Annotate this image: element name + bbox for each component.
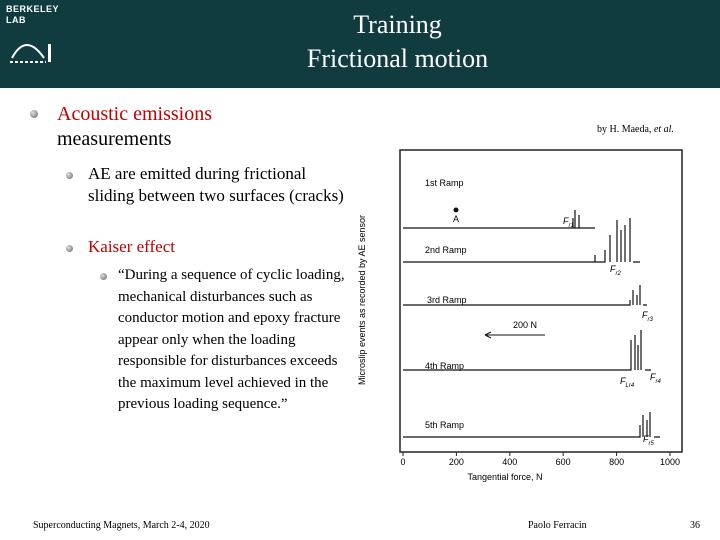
bullet-icon <box>100 273 107 280</box>
page-number: 36 <box>690 520 700 531</box>
header-band <box>0 0 720 88</box>
trace <box>403 218 640 263</box>
scale-arrow <box>484 331 545 339</box>
x-tick-label: 800 <box>609 457 624 467</box>
force-symbol: F <box>610 264 616 274</box>
force-label: Fr1 <box>563 216 574 229</box>
logo-line: BERKELEY <box>6 4 60 14</box>
x-axis-label: Tangential force, N <box>467 472 542 482</box>
logo: BERKELEY LAB <box>6 4 59 69</box>
force-label: Fr4 <box>650 372 661 385</box>
force-subscript: r3 <box>648 317 654 323</box>
force-label: Fr3 <box>642 310 653 323</box>
bullet-icon <box>30 110 38 118</box>
bullet-icon <box>66 172 73 179</box>
bullet-3: “During a sequence of cyclic loading, me… <box>118 267 345 412</box>
trace <box>403 285 647 306</box>
title: Training Frictional motion <box>250 8 545 76</box>
point-marker <box>453 207 459 213</box>
credit: by H. Maeda, et al. <box>597 124 674 135</box>
ramp-label: 4th Ramp <box>425 361 464 371</box>
force-subscript: r1 <box>569 223 574 229</box>
x-tick-label: 1000 <box>660 457 680 467</box>
title-line: Frictional motion <box>306 44 489 73</box>
scale-label: 200 N <box>513 320 537 330</box>
force-symbol: F <box>650 372 656 382</box>
bullet-2: Kaiser effect <box>88 237 175 256</box>
x-tick-label: 200 <box>449 457 464 467</box>
ramp-label: 5th Ramp <box>425 420 464 430</box>
x-tick-label: 0 <box>400 457 405 467</box>
bullet-1: Acoustic emissions measurements <box>57 102 277 152</box>
ramp-label: 2nd Ramp <box>425 245 467 255</box>
bullet-text: Acoustic emissions <box>57 103 212 125</box>
force-label: FLr4 <box>620 376 635 389</box>
force-subscript: r2 <box>616 271 622 277</box>
force-subscript: r4 <box>656 379 662 385</box>
figure-frame <box>399 149 683 453</box>
trace <box>403 330 651 371</box>
logo-line: LAB <box>6 15 26 25</box>
force-subscript: Lr4 <box>626 383 635 389</box>
force-symbol: F <box>563 216 569 226</box>
force-symbol: F <box>643 434 649 444</box>
force-label: Fr2 <box>610 264 621 277</box>
title-line: Training <box>353 10 442 39</box>
figure: Microslip events as recorded by AE senso… <box>357 149 683 482</box>
credit-italic: et al. <box>653 124 674 135</box>
ramp-label: 1st Ramp <box>425 178 464 188</box>
logo-icon <box>10 44 51 63</box>
trace <box>403 210 595 229</box>
force-subscript: r5 <box>649 441 655 447</box>
point-label: A <box>453 214 459 224</box>
trace <box>403 412 660 438</box>
bullet-2: AE are emitted during frictional sliding… <box>88 164 344 205</box>
bullet-text: measurements <box>57 128 172 150</box>
credit-text: by H. Maeda, <box>597 124 654 135</box>
force-label: Fr5 <box>643 434 654 447</box>
y-axis-label: Microslip events as recorded by AE senso… <box>357 215 367 385</box>
bullet-icon <box>66 245 73 252</box>
footer-author: Paolo Ferracin <box>528 520 587 531</box>
traces <box>403 210 660 438</box>
force-symbol: F <box>642 310 648 320</box>
ramp-label: 3rd Ramp <box>427 295 467 305</box>
x-tick-label: 400 <box>502 457 517 467</box>
x-tick-label: 600 <box>556 457 571 467</box>
force-symbol: F <box>620 376 626 386</box>
footer-left: Superconducting Magnets, March 2-4, 2020 <box>33 520 210 531</box>
